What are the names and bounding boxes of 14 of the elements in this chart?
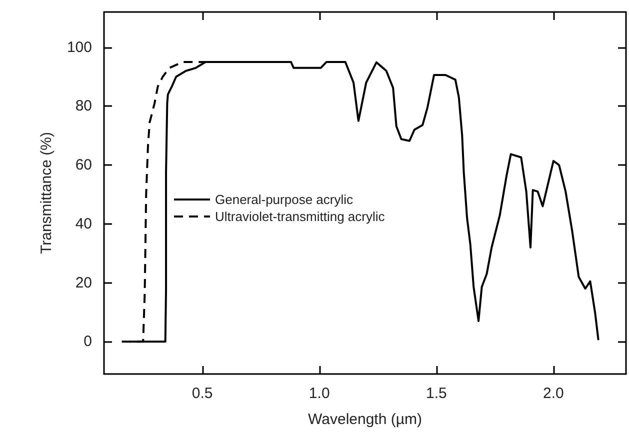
x-tick-label: 1.0	[308, 385, 330, 402]
y-tick-label: 20	[75, 274, 92, 292]
x-tick-label: 1.5	[426, 385, 447, 402]
y-tick-label: 100	[66, 38, 92, 56]
y-tick-label: 60	[75, 156, 92, 174]
x-tick-label: 2.0	[543, 385, 564, 402]
legend-label: Ultraviolet-transmitting acrylic	[215, 209, 386, 224]
y-tick-label: 80	[75, 98, 92, 115]
y-tick-label: 40	[75, 215, 92, 232]
x-axis-title: Wavelength (µm)	[308, 411, 422, 428]
y-tick-label: 0	[84, 333, 92, 350]
x-tick-label: 0.5	[192, 385, 213, 402]
y-axis-title: Transmittance (%)	[38, 132, 55, 254]
legend-label: General-purpose acrylic	[215, 192, 354, 207]
